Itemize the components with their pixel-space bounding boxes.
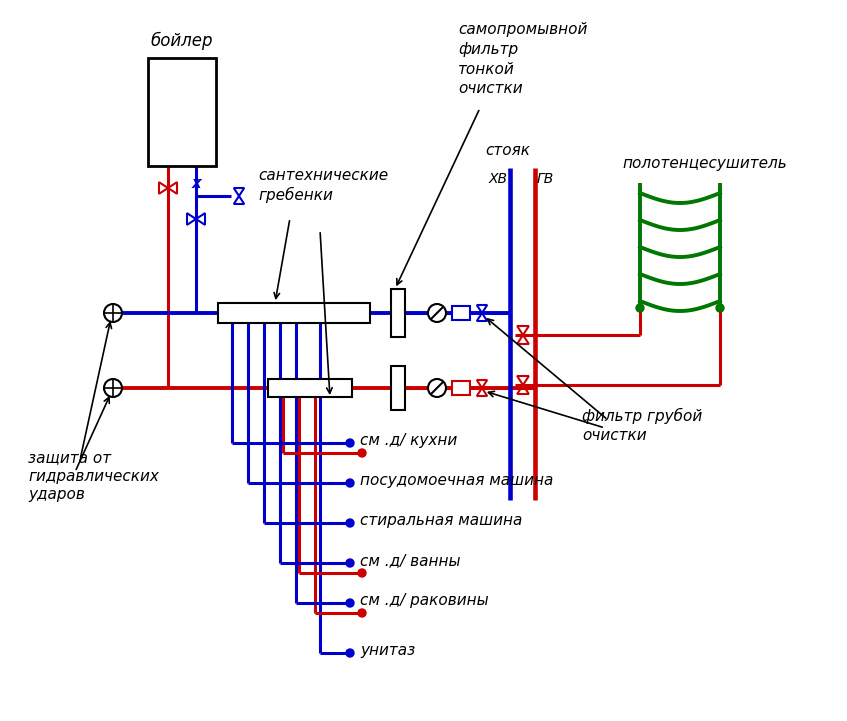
Text: стояк: стояк — [485, 143, 530, 158]
Text: Γ: Γ — [196, 179, 202, 189]
Text: см .д/ раковины: см .д/ раковины — [360, 593, 489, 609]
Circle shape — [346, 439, 354, 447]
Circle shape — [346, 519, 354, 527]
Text: унитаз: унитаз — [360, 644, 415, 658]
Circle shape — [428, 304, 446, 322]
Circle shape — [358, 449, 366, 457]
Bar — [391, 366, 405, 410]
Circle shape — [104, 379, 122, 397]
Text: фильтр грубой
очистки: фильтр грубой очистки — [582, 408, 702, 443]
Bar — [391, 289, 405, 337]
Text: ХВ: ХВ — [489, 172, 508, 186]
Circle shape — [428, 379, 446, 397]
Circle shape — [346, 649, 354, 657]
Text: полотенцесушитель: полотенцесушитель — [623, 156, 788, 171]
Text: см .д/ ванны: см .д/ ванны — [360, 554, 461, 568]
Circle shape — [358, 609, 366, 617]
Bar — [148, 58, 216, 166]
Circle shape — [346, 559, 354, 567]
Bar — [218, 303, 370, 323]
Text: X: X — [191, 177, 201, 190]
Bar — [452, 381, 470, 395]
Text: см .д/ кухни: см .д/ кухни — [360, 433, 457, 448]
Text: стиральная машина: стиральная машина — [360, 513, 523, 528]
Text: посудомоечная машина: посудомоечная машина — [360, 474, 553, 489]
Circle shape — [346, 479, 354, 487]
Bar — [452, 306, 470, 320]
Circle shape — [104, 304, 122, 322]
Text: сантехнические
гребенки: сантехнические гребенки — [258, 168, 388, 203]
Text: ГВ: ГВ — [537, 172, 554, 186]
Circle shape — [358, 569, 366, 577]
Text: самопромывной
фильтр
тонкой
очистки: самопромывной фильтр тонкой очистки — [458, 22, 587, 97]
Bar — [268, 379, 352, 397]
Text: защита от
гидравлических
ударов: защита от гидравлических ударов — [28, 450, 159, 503]
Text: бойлер: бойлер — [151, 32, 213, 50]
Circle shape — [346, 599, 354, 607]
Circle shape — [636, 304, 644, 312]
Circle shape — [716, 304, 724, 312]
